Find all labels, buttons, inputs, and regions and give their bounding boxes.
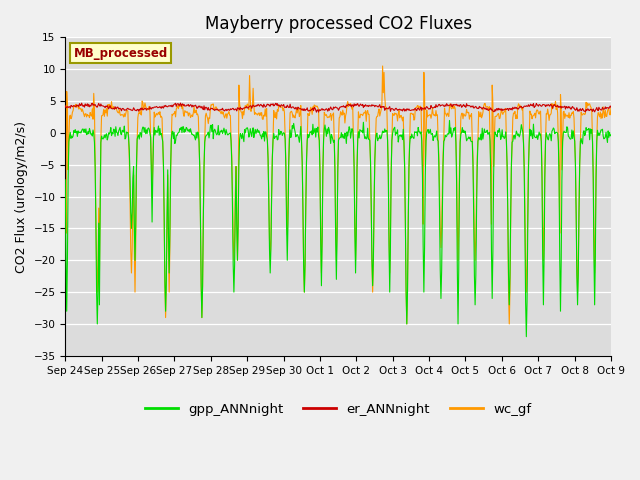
Title: Mayberry processed CO2 Fluxes: Mayberry processed CO2 Fluxes <box>205 15 472 33</box>
Y-axis label: CO2 Flux (urology/m2/s): CO2 Flux (urology/m2/s) <box>15 120 28 273</box>
Text: MB_processed: MB_processed <box>74 47 168 60</box>
Legend: gpp_ANNnight, er_ANNnight, wc_gf: gpp_ANNnight, er_ANNnight, wc_gf <box>140 397 537 421</box>
